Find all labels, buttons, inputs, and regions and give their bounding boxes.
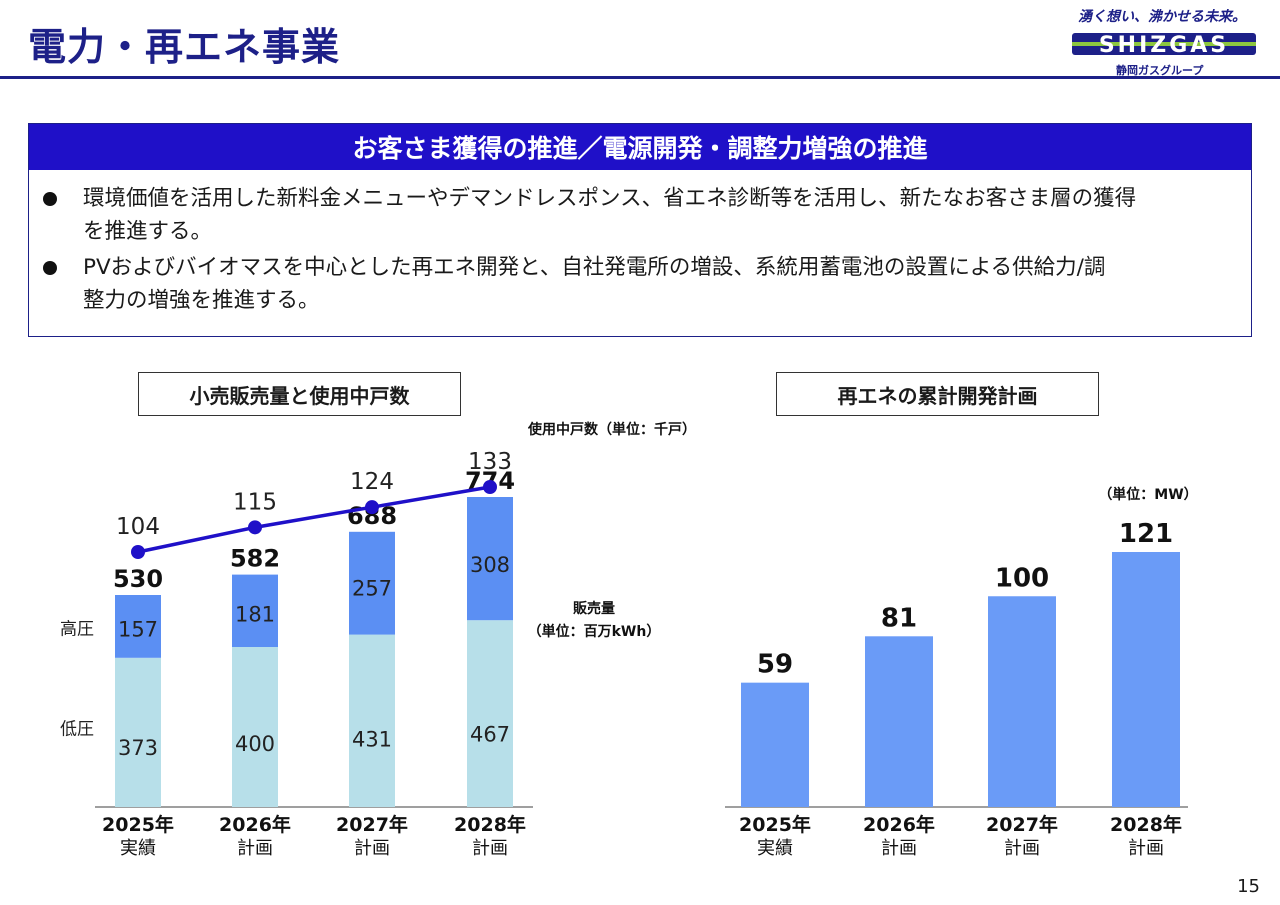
legend-high-voltage: 高圧: [60, 619, 94, 639]
bar-low-voltage: [115, 657, 161, 807]
bar-value-label: 257: [352, 576, 392, 600]
bar-total-label: 530: [113, 565, 163, 593]
bullet-item: 環境価値を活用した新料金メニューやデマンドレスポンス、省エネ診断等を活用し、新た…: [39, 182, 1241, 248]
x-tick-sublabel: 計画: [354, 838, 390, 859]
households-value-label: 124: [350, 469, 394, 495]
line-unit-label: 使用中戸数（単位：千戸）: [527, 421, 696, 438]
capacity-bar: [741, 682, 809, 807]
bar-low-voltage: [349, 634, 395, 807]
bar-high-voltage: [467, 497, 513, 621]
bullet-line: 環境価値を活用した新料金メニューやデマンドレスポンス、省エネ診断等を活用し、新た…: [83, 186, 1137, 211]
bar-high-voltage: [232, 574, 278, 647]
households-line: [137, 485, 491, 554]
bar-value-label: 81: [881, 603, 917, 633]
sales-volume-chart: 3731575302025年実績4001815822026年計画43125768…: [60, 421, 696, 859]
bar-low-voltage: [232, 647, 278, 807]
bar-high-voltage: [115, 595, 161, 658]
logo-wordmark: SHIZGAS: [1072, 33, 1256, 58]
capacity-bar: [988, 596, 1056, 807]
households-value-label: 133: [468, 449, 512, 475]
bar-unit-label: 販売量: [573, 600, 615, 617]
x-tick-sublabel: 計画: [472, 838, 508, 859]
bar-value-label: 181: [235, 602, 275, 626]
x-tick-label: 2026年: [219, 813, 291, 836]
bullet-dot-icon: [43, 192, 57, 206]
bar-value-label: 59: [757, 650, 793, 680]
x-tick-sublabel: 実績: [120, 838, 156, 859]
bar-low-voltage: [467, 620, 513, 807]
page-number: 15: [1237, 876, 1260, 897]
bar-value-label: 157: [118, 618, 158, 642]
x-tick-label: 2027年: [986, 813, 1058, 836]
legend-low-voltage: 低圧: [60, 719, 94, 739]
bar-unit-label: （単位：百万kWh）: [528, 623, 661, 640]
capacity-bar: [1112, 552, 1180, 807]
x-tick-sublabel: 計画: [1128, 838, 1164, 859]
bar-value-label: 373: [118, 736, 158, 760]
bar-value-label: 100: [995, 563, 1049, 593]
panel-header: お客さま獲得の推進／電源開発・調整力増強の推進: [29, 124, 1251, 170]
header-divider: [0, 76, 1280, 79]
households-point: [483, 480, 497, 494]
bar-high-voltage: [349, 531, 395, 635]
logo-tagline: 湧く想い、沸かせる未来。: [1078, 9, 1246, 25]
page-title: 電力・再エネ事業: [28, 25, 341, 69]
unit-label: （単位：MW）: [1098, 486, 1197, 503]
bullet-dot-icon: [43, 261, 57, 275]
bar-value-label: 467: [470, 723, 510, 747]
x-tick-label: 2027年: [336, 813, 408, 836]
renewable-capacity-chart: 592025年実績812026年計画1002027年計画1212028年計画（単…: [725, 486, 1198, 859]
sales-chart-title: 小売販売量と使用中戸数: [138, 372, 461, 416]
bullet-line: 整力の増強を推進する。: [83, 288, 320, 313]
x-tick-sublabel: 計画: [1004, 838, 1040, 859]
bullet-list: 環境価値を活用した新料金メニューやデマンドレスポンス、省エネ診断等を活用し、新た…: [29, 170, 1251, 317]
x-tick-sublabel: 計画: [881, 838, 917, 859]
x-tick-sublabel: 実績: [757, 838, 793, 859]
x-tick-sublabel: 計画: [237, 838, 273, 859]
capacity-bar: [865, 636, 933, 807]
x-tick-label: 2028年: [454, 813, 526, 836]
x-tick-label: 2028年: [1110, 813, 1182, 836]
bar-total-label: 582: [230, 545, 280, 573]
bar-value-label: 308: [470, 553, 510, 577]
x-tick-label: 2026年: [863, 813, 935, 836]
households-point: [365, 500, 379, 515]
households-point: [131, 545, 145, 559]
bar-value-label: 431: [352, 728, 392, 752]
bullet-line: を推進する。: [83, 219, 213, 244]
logo-brand-text: SHIZGAS: [1099, 33, 1229, 58]
x-tick-label: 2025年: [102, 813, 174, 836]
logo-subtitle: 静岡ガスグループ: [1116, 64, 1204, 77]
households-value-label: 104: [116, 514, 160, 540]
x-tick-label: 2025年: [739, 813, 811, 836]
shizgas-logo: 湧く想い、沸かせる未来。 SHIZGAS 静岡ガスグループ: [1060, 4, 1270, 77]
bar-value-label: 400: [235, 732, 275, 756]
households-point: [248, 520, 262, 535]
bar-value-label: 121: [1119, 519, 1173, 549]
bullet-line: PVおよびバイオマスを中心とした再エネ開発と、自社発電所の増設、系統用蓄電池の設…: [83, 255, 1106, 280]
renewable-chart-title: 再エネの累計開発計画: [776, 372, 1099, 416]
households-value-label: 115: [233, 489, 277, 515]
bullet-item: PVおよびバイオマスを中心とした再エネ開発と、自社発電所の増設、系統用蓄電池の設…: [39, 251, 1241, 317]
strategy-panel: お客さま獲得の推進／電源開発・調整力増強の推進 環境価値を活用した新料金メニュー…: [28, 123, 1252, 337]
